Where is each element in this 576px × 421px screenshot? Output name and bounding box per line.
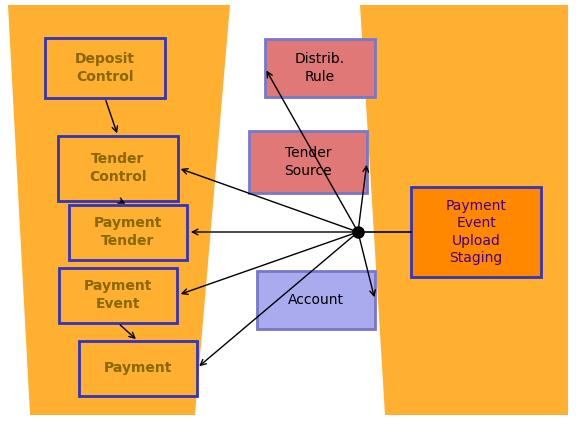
Polygon shape xyxy=(360,5,568,415)
FancyBboxPatch shape xyxy=(79,341,197,395)
FancyBboxPatch shape xyxy=(257,271,375,329)
FancyBboxPatch shape xyxy=(265,39,375,97)
Text: Payment
Tender: Payment Tender xyxy=(94,216,162,248)
Polygon shape xyxy=(8,5,230,415)
FancyBboxPatch shape xyxy=(411,187,541,277)
FancyBboxPatch shape xyxy=(249,131,367,193)
Text: Payment: Payment xyxy=(104,361,172,375)
Text: Tender
Control: Tender Control xyxy=(89,152,147,184)
FancyBboxPatch shape xyxy=(69,205,187,259)
Text: Payment
Event
Upload
Staging: Payment Event Upload Staging xyxy=(446,199,506,265)
FancyBboxPatch shape xyxy=(59,267,177,322)
Text: Distrib.
Rule: Distrib. Rule xyxy=(295,52,345,84)
Text: Deposit
Control: Deposit Control xyxy=(75,52,135,84)
Text: Account: Account xyxy=(288,293,344,307)
Text: Tender
Source: Tender Source xyxy=(284,147,332,178)
FancyBboxPatch shape xyxy=(58,136,178,200)
Text: Payment
Event: Payment Event xyxy=(84,280,152,311)
FancyBboxPatch shape xyxy=(45,38,165,98)
